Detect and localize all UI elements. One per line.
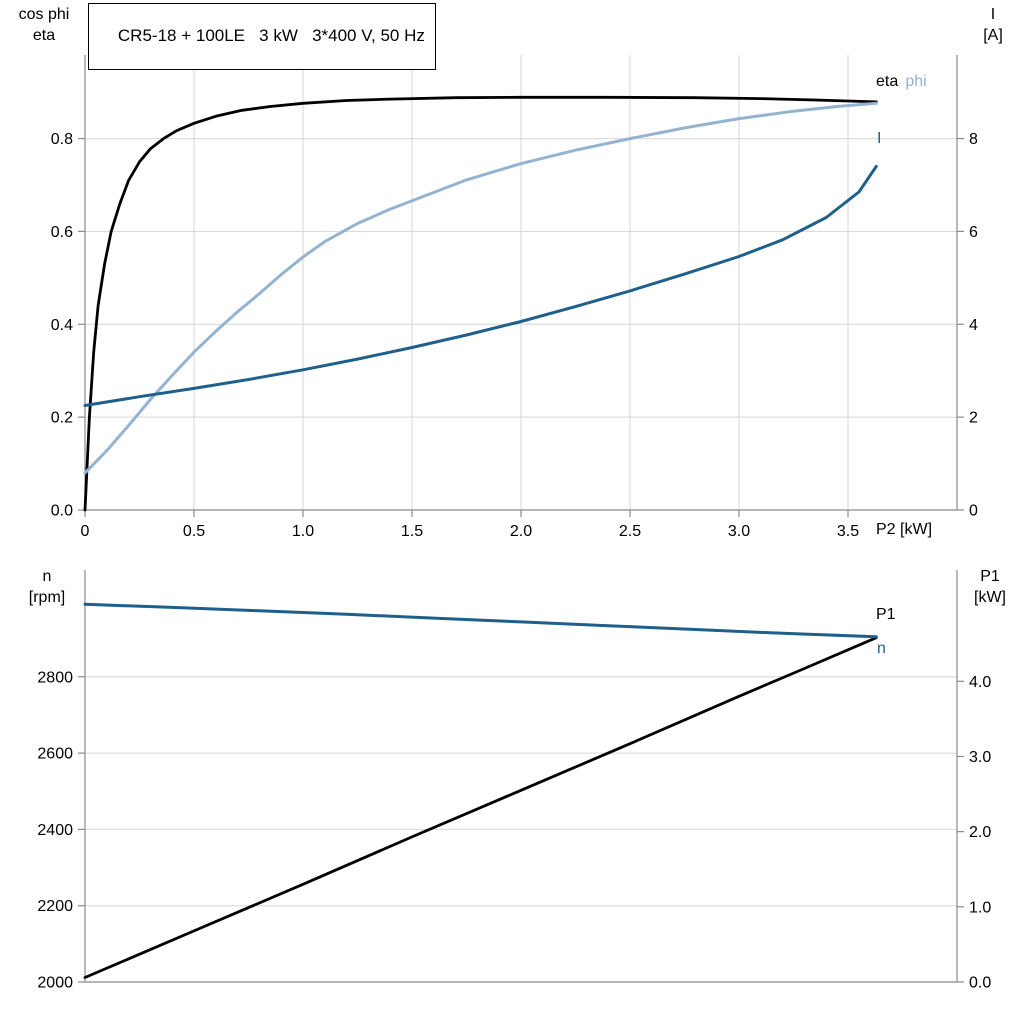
- right-tick-label: 2.0: [969, 824, 991, 841]
- left-tick-label: 2000: [37, 975, 73, 992]
- axis-label-p1: P1: [980, 568, 1000, 585]
- bottom-tick-label: 0: [81, 523, 90, 540]
- top-left-axis-label: cos phi eta: [6, 4, 82, 46]
- axis-label-ampere-unit: [A]: [983, 27, 1003, 44]
- curve-label-current: I: [877, 130, 882, 147]
- curve-eta: [83, 95, 878, 512]
- chart-title: CR5-18 + 100LE 3 kW 3*400 V, 50 Hz: [117, 26, 425, 45]
- left-tick-label: 2200: [37, 898, 73, 915]
- left-tick-label: 0.2: [51, 410, 73, 427]
- bottom-tick-label: 2.5: [619, 523, 641, 540]
- left-tick-label: 0.8: [51, 131, 73, 148]
- curve-cos-phi: [83, 101, 878, 475]
- curve-label-p1: P1: [876, 606, 896, 623]
- curve-p1: [83, 636, 878, 979]
- axis-label-rpm-unit: [rpm]: [28, 589, 66, 606]
- chart-title-box: CR5-18 + 100LE 3 kW 3*400 V, 50 Hz: [88, 3, 436, 70]
- right-tick-label: 4.0: [969, 674, 991, 691]
- curve-n: [83, 602, 878, 639]
- right-tick-label: 3.0: [969, 749, 991, 766]
- curve-label-eta: eta: [876, 73, 902, 91]
- bottom-tick-label: 3.0: [728, 523, 750, 540]
- right-tick-label: 2: [969, 410, 978, 427]
- axis-label-n: n: [42, 568, 52, 585]
- left-tick-label: 2600: [37, 746, 73, 763]
- axis-label-kw-unit: [kW]: [974, 589, 1006, 606]
- bottom-tick-label: 1.0: [292, 523, 314, 540]
- left-tick-label: 0.0: [51, 503, 73, 520]
- curve-i: [83, 164, 878, 407]
- left-tick-label: 2400: [37, 822, 73, 839]
- right-tick-label: 0.0: [969, 975, 991, 992]
- bottom-left-axis-label: n [rpm]: [14, 566, 80, 608]
- right-tick-label: 6: [969, 224, 978, 241]
- left-tick-label: 2800: [37, 669, 73, 686]
- right-tick-label: 0: [969, 503, 978, 520]
- x-axis-label: P2 [kW]: [876, 521, 933, 538]
- right-tick-label: 1.0: [969, 899, 991, 916]
- bottom-right-axis-label: P1 [kW]: [962, 566, 1018, 608]
- left-tick-label: 0.4: [51, 317, 73, 334]
- bottom-tick-label: 2.0: [510, 523, 532, 540]
- right-tick-label: 8: [969, 131, 978, 148]
- axis-label-cos-phi: cos phi: [18, 6, 70, 23]
- curve-label-n: n: [877, 640, 886, 657]
- bottom-tick-label: 3.5: [837, 523, 859, 540]
- axis-label-current: I: [990, 6, 996, 23]
- bottom-tick-label: 0.5: [183, 523, 205, 540]
- bottom-tick-label: 1.5: [401, 523, 423, 540]
- left-tick-label: 0.6: [51, 224, 73, 241]
- top-right-axis-label: I [A]: [968, 4, 1018, 46]
- right-tick-label: 4: [969, 317, 978, 334]
- axis-label-eta: eta: [32, 27, 56, 44]
